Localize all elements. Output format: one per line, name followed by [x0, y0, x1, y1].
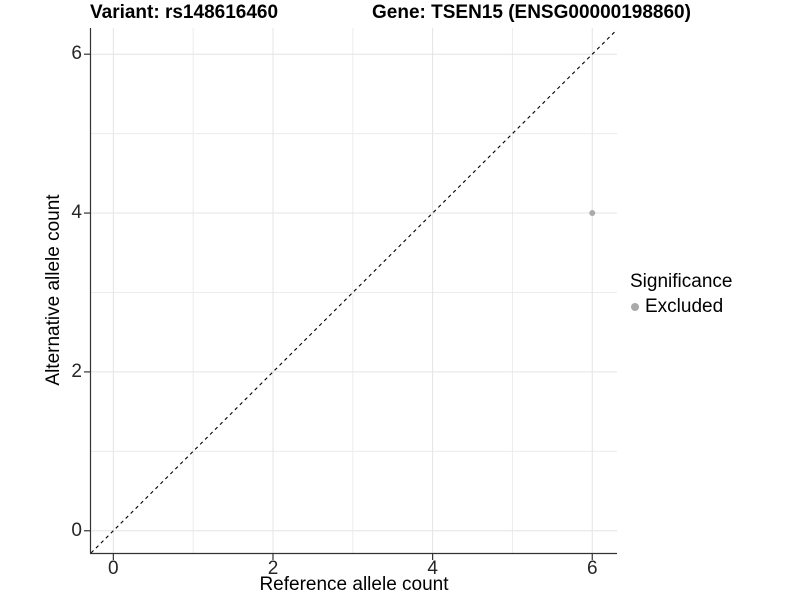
- x-tick-label: 4: [427, 558, 438, 579]
- x-tick-label: 6: [586, 558, 598, 579]
- legend-point-swatch: [631, 303, 639, 311]
- gene-title: Gene: TSEN15 (ENSG00000198860): [372, 2, 691, 23]
- variant-title: Variant: rs148616460: [90, 2, 279, 23]
- legend-title: Significance: [630, 271, 733, 292]
- x-tick-label: 2: [267, 558, 279, 579]
- legend-items: Excluded: [630, 296, 732, 318]
- y-tick-label: 2: [71, 360, 82, 382]
- identity-line: [90, 29, 618, 554]
- y-tick-label: 4: [71, 202, 82, 224]
- y-tick-label: 0: [71, 519, 82, 541]
- x-axis-title: Reference allele count: [259, 574, 449, 595]
- x-tick-label: 0: [108, 558, 119, 579]
- y-tick-label: 6: [71, 43, 82, 65]
- y-axis-title: Alternative allele count: [43, 194, 64, 386]
- data-point: [589, 210, 596, 217]
- legend: Significance Excluded: [630, 271, 732, 318]
- legend-item-label: Excluded: [645, 296, 724, 317]
- legend-item: Excluded: [630, 296, 732, 318]
